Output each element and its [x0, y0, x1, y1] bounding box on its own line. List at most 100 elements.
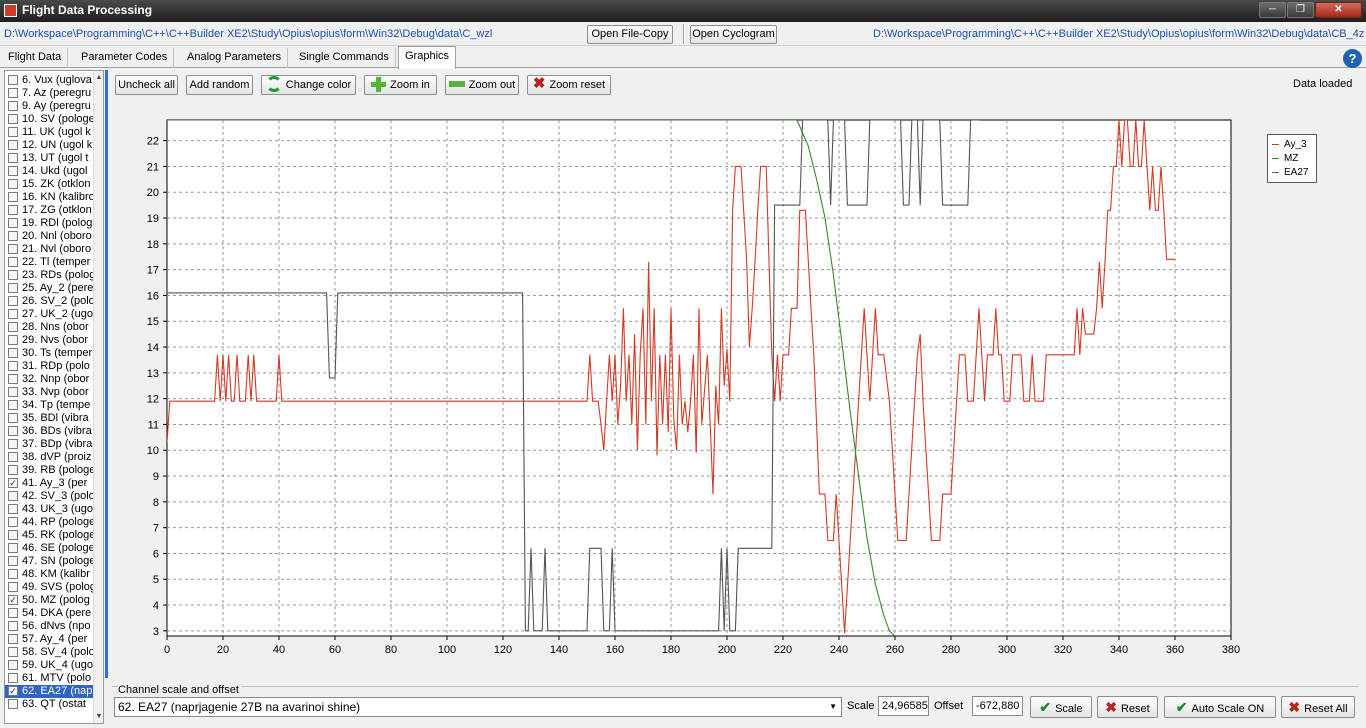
channel-checkbox[interactable]	[8, 257, 18, 267]
reset-button[interactable]: ✖ Reset	[1097, 696, 1158, 718]
channel-item[interactable]: 36. BDs (vibra	[5, 425, 93, 438]
channel-checkbox[interactable]	[8, 192, 18, 202]
close-button[interactable]: ✕	[1315, 2, 1362, 18]
channel-item[interactable]: 33. Nvp (obor	[5, 386, 93, 399]
channel-item[interactable]: 19. RDl (polog	[5, 217, 93, 230]
channel-checkbox[interactable]	[8, 270, 18, 280]
uncheck-all-button[interactable]: Uncheck all	[115, 75, 178, 95]
channel-item[interactable]: 49. SVS (polog	[5, 581, 93, 594]
channel-item[interactable]: ✓ 62. EA27 (nap	[5, 685, 93, 698]
channel-item[interactable]: 7. Az (peregru	[5, 87, 93, 100]
tab-flight-data[interactable]: Flight Data	[2, 48, 69, 68]
channel-checkbox[interactable]	[8, 75, 18, 85]
channel-checkbox[interactable]	[8, 153, 18, 163]
channel-checkbox[interactable]	[8, 673, 18, 683]
channel-item[interactable]: 34. Tp (tempe	[5, 399, 93, 412]
channel-item[interactable]: 43. UK_3 (ugo	[5, 503, 93, 516]
channel-checkbox[interactable]	[8, 530, 18, 540]
auto-scale-button[interactable]: ✔ Auto Scale ON	[1164, 696, 1276, 718]
channel-item[interactable]: 37. BDp (vibra	[5, 438, 93, 451]
channel-item[interactable]: 11. UK (ugol k	[5, 126, 93, 139]
channel-checkbox[interactable]	[8, 374, 18, 384]
channel-item[interactable]: 17. ZG (otklon	[5, 204, 93, 217]
channel-checkbox[interactable]: ✓	[8, 478, 18, 488]
zoom-reset-button[interactable]: ✖ Zoom reset	[527, 75, 611, 95]
open-cyclogram-button[interactable]: Open Cyclogram	[690, 25, 777, 44]
channel-item[interactable]: ✓ 50. MZ (polog	[5, 594, 93, 607]
channel-checkbox[interactable]	[8, 166, 18, 176]
channel-checkbox[interactable]	[8, 205, 18, 215]
channel-item[interactable]: 25. Ay_2 (pere	[5, 282, 93, 295]
channel-checkbox[interactable]	[8, 127, 18, 137]
channel-checkbox[interactable]	[8, 283, 18, 293]
channel-item[interactable]: 21. Nvl (oboro	[5, 243, 93, 256]
channel-item[interactable]: 22. Tl (temper	[5, 256, 93, 269]
channel-item[interactable]: 35. BDl (vibra	[5, 412, 93, 425]
plot-area[interactable]	[166, 119, 1232, 637]
channel-checkbox[interactable]	[8, 387, 18, 397]
channel-item[interactable]: 61. MTV (polo	[5, 672, 93, 685]
channel-checkbox[interactable]	[8, 309, 18, 319]
channel-item[interactable]: ✓ 41. Ay_3 (per	[5, 477, 93, 490]
path-divider[interactable]	[683, 24, 685, 44]
channel-checkbox[interactable]	[8, 699, 18, 709]
channel-item[interactable]: 6. Vux (uglova	[5, 74, 93, 87]
channel-item[interactable]: 20. Nnl (oboro	[5, 230, 93, 243]
channel-item[interactable]: 42. SV_3 (polo	[5, 490, 93, 503]
zoom-in-button[interactable]: Zoom in	[364, 75, 437, 95]
channel-checkbox[interactable]	[8, 179, 18, 189]
channel-item[interactable]: 45. RK (pologe	[5, 529, 93, 542]
channel-item[interactable]: 15. ZK (otklon	[5, 178, 93, 191]
channel-checkbox[interactable]	[8, 439, 18, 449]
channel-checkbox[interactable]	[8, 465, 18, 475]
channel-item[interactable]: 39. RB (pologe	[5, 464, 93, 477]
open-file-copy-button[interactable]: Open File-Copy	[587, 25, 673, 44]
channel-item[interactable]: 26. SV_2 (polo	[5, 295, 93, 308]
channel-item[interactable]: 63. QT (ostat	[5, 698, 93, 711]
channel-checkbox[interactable]	[8, 452, 18, 462]
channel-checkbox[interactable]	[8, 296, 18, 306]
channel-checkbox[interactable]: ✓	[8, 595, 18, 605]
tab-graphics[interactable]: Graphics	[398, 46, 457, 69]
tab-single-commands[interactable]: Single Commands	[293, 48, 396, 68]
channel-item[interactable]: 16. KN (kalibro	[5, 191, 93, 204]
change-color-button[interactable]: Change color	[261, 75, 356, 95]
channel-checkbox[interactable]	[8, 335, 18, 345]
channel-item[interactable]: 44. RP (pologe	[5, 516, 93, 529]
channel-item[interactable]: 46. SE (pologe	[5, 542, 93, 555]
tab-analog-parameters[interactable]: Analog Parameters	[181, 48, 289, 68]
panel-splitter[interactable]	[105, 70, 108, 678]
channel-checkbox[interactable]	[8, 556, 18, 566]
channel-checkbox[interactable]	[8, 582, 18, 592]
channel-item[interactable]: 13. UT (ugol t	[5, 152, 93, 165]
channel-item[interactable]: 59. UK_4 (ugo	[5, 659, 93, 672]
channel-checkbox[interactable]	[8, 660, 18, 670]
channel-checkbox[interactable]	[8, 543, 18, 553]
reset-all-button[interactable]: ✖ Reset All	[1281, 696, 1355, 718]
add-random-button[interactable]: Add random	[186, 75, 253, 95]
channel-checkbox[interactable]: ✓	[8, 686, 18, 696]
chart-area[interactable]: 0 20 40 60 80 100 120 140 160 180 200 220 240 260 280 3…	[130, 115, 1240, 663]
tab-parameter-codes[interactable]: Parameter Codes	[75, 48, 175, 68]
channel-item[interactable]: 48. KM (kalibr	[5, 568, 93, 581]
channel-item[interactable]: 28. Nns (obor	[5, 321, 93, 334]
channel-checkbox[interactable]	[8, 244, 18, 254]
channel-checkbox[interactable]	[8, 426, 18, 436]
offset-input[interactable]: -672,880	[972, 696, 1023, 716]
channel-item[interactable]: 14. Ukd (ugol	[5, 165, 93, 178]
channel-checkbox[interactable]	[8, 504, 18, 514]
channel-item[interactable]: 58. SV_4 (polo	[5, 646, 93, 659]
channel-checkbox[interactable]	[8, 101, 18, 111]
channel-checkbox[interactable]	[8, 413, 18, 423]
channel-item[interactable]: 47. SN (pologe	[5, 555, 93, 568]
channel-checkbox[interactable]	[8, 647, 18, 657]
channel-checkbox[interactable]	[8, 517, 18, 527]
channel-item[interactable]: 57. Ay_4 (per	[5, 633, 93, 646]
channel-checkbox[interactable]	[8, 608, 18, 618]
zoom-out-button[interactable]: Zoom out	[445, 75, 519, 95]
channel-item[interactable]: 56. dNvs (npo	[5, 620, 93, 633]
channel-item[interactable]: 38. dVP (proiz	[5, 451, 93, 464]
channel-checkbox[interactable]	[8, 621, 18, 631]
channel-checkbox[interactable]	[8, 88, 18, 98]
channel-checkbox[interactable]	[8, 322, 18, 332]
